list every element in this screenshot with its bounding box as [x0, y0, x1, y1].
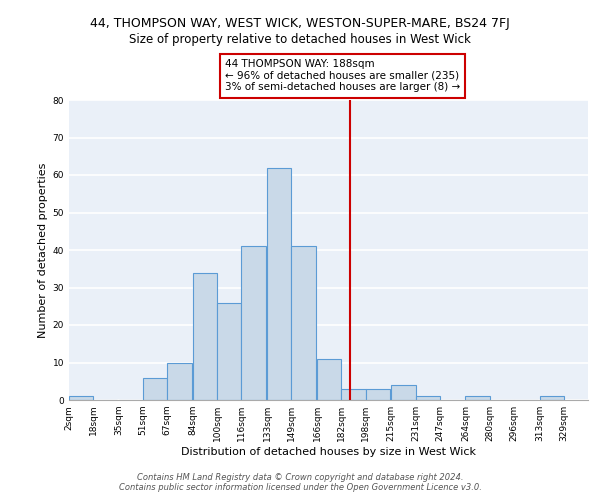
- Bar: [167, 362, 191, 400]
- Bar: [365, 389, 390, 400]
- Bar: [143, 378, 167, 400]
- Bar: [416, 396, 440, 400]
- Bar: [241, 246, 266, 400]
- Bar: [193, 272, 217, 400]
- Text: 44, THOMPSON WAY, WEST WICK, WESTON-SUPER-MARE, BS24 7FJ: 44, THOMPSON WAY, WEST WICK, WESTON-SUPE…: [90, 18, 510, 30]
- Bar: [391, 385, 416, 400]
- Bar: [341, 389, 365, 400]
- Text: Contains HM Land Registry data © Crown copyright and database right 2024.
Contai: Contains HM Land Registry data © Crown c…: [119, 473, 481, 492]
- Bar: [217, 302, 241, 400]
- X-axis label: Distribution of detached houses by size in West Wick: Distribution of detached houses by size …: [181, 447, 476, 457]
- Text: Size of property relative to detached houses in West Wick: Size of property relative to detached ho…: [129, 32, 471, 46]
- Bar: [317, 359, 341, 400]
- Bar: [292, 246, 316, 400]
- Text: 44 THOMPSON WAY: 188sqm
← 96% of detached houses are smaller (235)
3% of semi-de: 44 THOMPSON WAY: 188sqm ← 96% of detache…: [225, 60, 460, 92]
- Y-axis label: Number of detached properties: Number of detached properties: [38, 162, 49, 338]
- Bar: [466, 396, 490, 400]
- Bar: [267, 168, 292, 400]
- Bar: [539, 396, 564, 400]
- Bar: [69, 396, 93, 400]
